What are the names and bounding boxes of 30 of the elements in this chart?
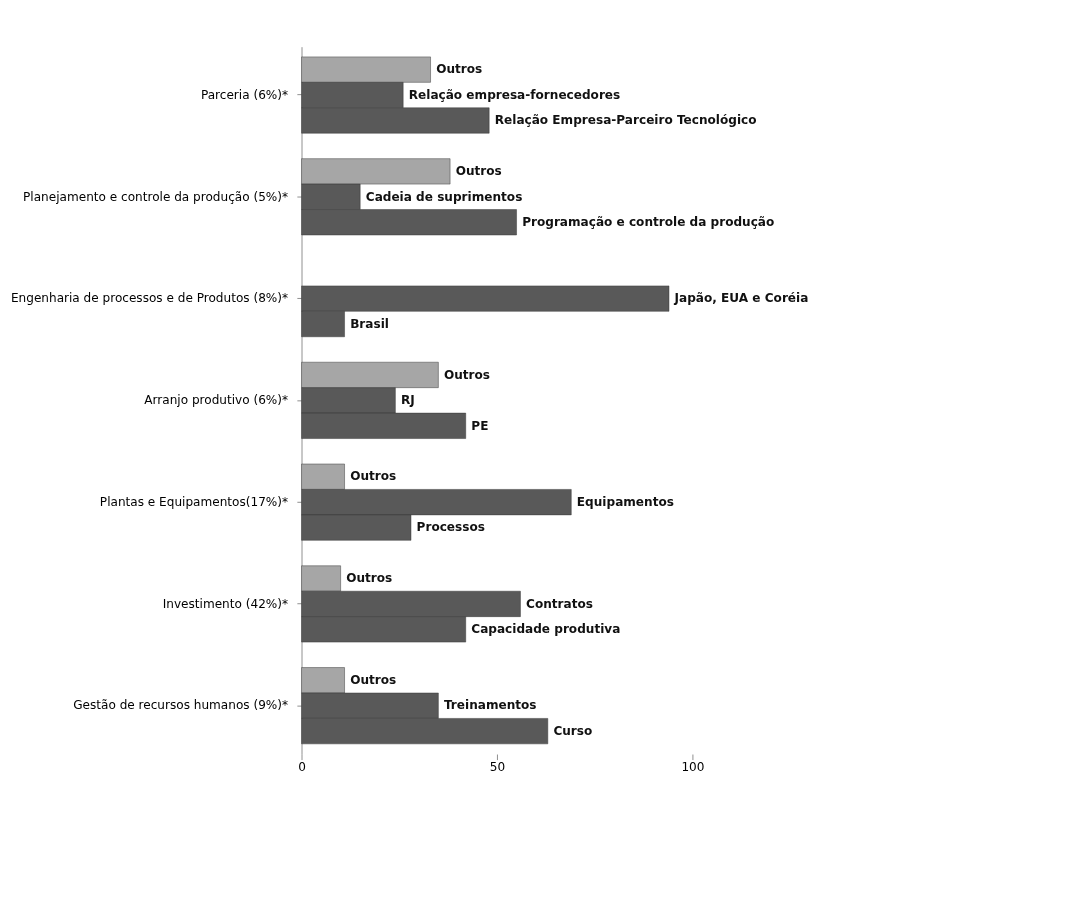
data-label: Cadeia de suprimentos [365,189,523,204]
data-label: Outros [443,367,491,382]
data-label: Relação empresa-fornecedores [408,87,621,102]
y-tick-label: Arranjo produtivo (6%)* [144,393,289,408]
y-tick-label: Investimento (42%)* [162,596,289,611]
data-label: Outros [346,571,393,586]
y-tick-label: Parceria (6%)* [200,87,289,102]
data-label: RJ [400,393,415,408]
data-label: Curso [553,723,593,738]
data-label: Processos [416,520,485,535]
data-label: Treinamentos [443,698,537,713]
data-label: Brasil [350,316,389,331]
data-label: Equipamentos [576,494,674,509]
data-label: Japão, EUA e Coréia [673,291,809,306]
data-label: PE [471,418,489,433]
data-label: Outros [350,469,397,484]
data-label: Outros [350,672,397,687]
data-label: Contratos [526,596,593,611]
data-label: Capacidade produtiva [471,622,621,637]
data-label: Outros [436,62,483,77]
y-tick-label: Planejamento e controle da produção (5%)* [23,189,289,204]
y-tick-label: Plantas e Equipamentos(17%)* [99,494,289,509]
data-label: Programação e controle da produção [522,215,775,229]
x-tick-label: 100 [681,760,705,775]
y-tick-label: Engenharia de processos e de Produtos (8%)* [10,291,289,306]
x-tick-label: 0 [298,760,306,775]
data-label: Outros [455,164,502,179]
x-tick-label: 50 [489,760,506,775]
y-tick-label: Gestão de recursos humanos (9%)* [73,698,289,713]
data-label: Relação Empresa-Parceiro Tecnológico [494,113,757,128]
